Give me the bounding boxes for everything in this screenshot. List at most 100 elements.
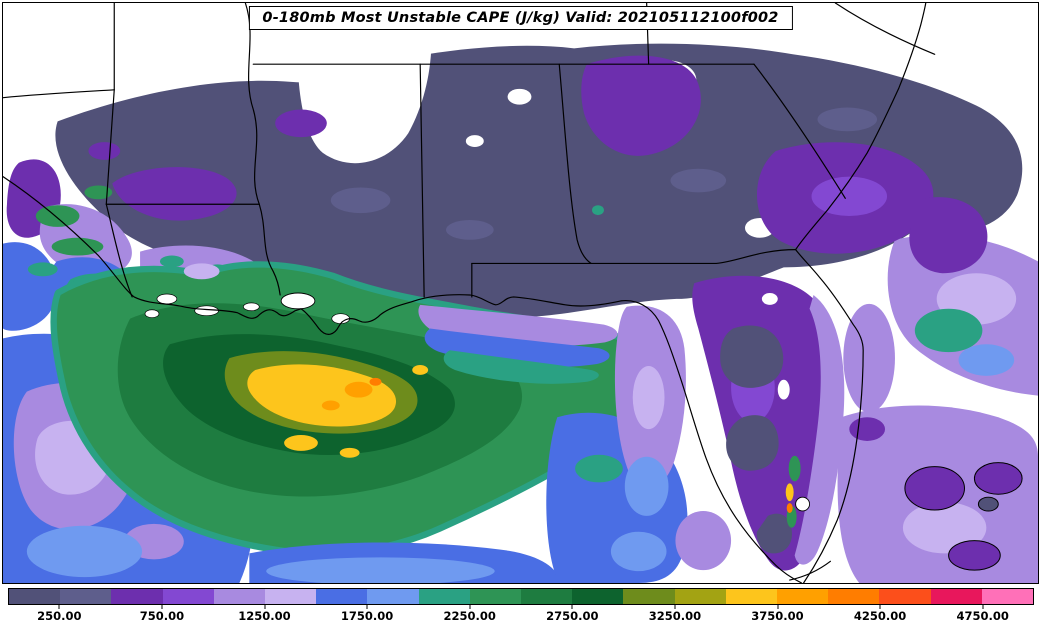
colorbar-segment (162, 589, 214, 604)
colorbar-tick-label: 1250.00 (238, 609, 291, 623)
cape-region (904, 466, 965, 511)
map-white-hole (737, 532, 749, 549)
cape-map-svg (3, 3, 1038, 583)
colorbar-segment (725, 589, 778, 604)
state-border-line (834, 3, 936, 55)
colorbar-segment (265, 589, 317, 604)
cape-region (958, 344, 1015, 376)
marsh-island (194, 305, 219, 317)
marsh-island (144, 309, 160, 319)
cape-region (817, 107, 878, 132)
colorbar-segment (777, 589, 829, 604)
cape-region (902, 502, 987, 554)
cape-region (726, 415, 779, 471)
colorbar-segment (111, 589, 163, 604)
cape-region (624, 456, 669, 516)
state-border-line (419, 63, 425, 298)
cape-region (592, 205, 604, 216)
cape-region (675, 510, 732, 571)
colorbar-segment (213, 589, 266, 604)
cape-region (973, 462, 1023, 495)
colorbar-segment (316, 589, 368, 604)
cape-region (27, 262, 58, 277)
cape-region (581, 55, 701, 156)
map-white-hole (465, 135, 484, 148)
colorbar-segment (879, 589, 931, 604)
cape-region (788, 455, 801, 482)
cape-region (446, 220, 494, 240)
coastline (3, 176, 803, 583)
colorbar-tick (571, 605, 573, 609)
colorbar-segment (60, 589, 112, 604)
state-border-line (105, 89, 115, 205)
state-border-line (105, 203, 133, 298)
cape-region (948, 540, 1001, 571)
cape-region (670, 168, 727, 193)
map-white-hole (297, 3, 432, 164)
map-white-hole (761, 293, 778, 305)
cape-region (159, 255, 184, 268)
cape-region (720, 325, 784, 388)
cape-region (785, 483, 794, 502)
cape-region (369, 377, 382, 386)
colorbar-labels: 250.00 750.00 1250.00 1750.00 2250.00 2750.00… (8, 605, 1034, 629)
map-title: 0-180mb Most Unstable CAPE (J/kg) Valid:… (248, 6, 793, 30)
colorbar-tick (777, 605, 778, 609)
florida-keys (789, 560, 831, 581)
cape-region (51, 237, 104, 256)
colorbar-segment (9, 589, 61, 604)
colorbar-tick-label: 250.00 (37, 609, 82, 623)
state-border-line (558, 63, 592, 264)
cape-region (443, 350, 599, 384)
colorbar-segment (930, 589, 982, 604)
cape-region (330, 187, 391, 214)
colorbar-tick (674, 605, 676, 609)
lake-pontchartrain (280, 292, 316, 310)
cape-region (183, 263, 220, 280)
colorbar-segment (623, 589, 675, 604)
map-white-hole (777, 379, 790, 400)
colorbar-tick-label: 4750.00 (956, 609, 1009, 623)
marsh-island (156, 293, 178, 305)
state-borders (3, 3, 936, 583)
cape-region (811, 176, 888, 217)
marsh-island (243, 302, 260, 312)
colorbar-tick-label: 3250.00 (648, 609, 702, 623)
cape-region (112, 167, 237, 221)
cape-region (843, 303, 895, 413)
state-border-line (3, 89, 115, 99)
colorbar-tick-label: 2250.00 (443, 609, 496, 623)
cape-region (909, 197, 988, 274)
state-border-line (471, 249, 797, 264)
colorbar-tick (469, 605, 471, 609)
colorbar-tick-label: 3750.00 (751, 609, 804, 623)
coastline (795, 3, 927, 583)
colorbar-segment (674, 589, 726, 604)
colorbar-tick-label: 750.00 (139, 609, 185, 623)
cape-region (786, 503, 793, 513)
cape-fill-regions (3, 3, 1038, 583)
colorbar-tick-label: 4250.00 (853, 609, 907, 623)
cape-region (849, 417, 886, 441)
colorbar-strip (8, 588, 1034, 605)
colorbar-tick (58, 605, 60, 609)
colorbar-tick (982, 605, 984, 609)
colorbar-segment (367, 589, 419, 604)
colorbar-segment (828, 589, 880, 604)
cape-region (26, 525, 143, 578)
colorbar-segment (418, 589, 470, 604)
map-white-hole (507, 88, 532, 105)
cape-region (35, 205, 80, 227)
lake-okeechobee (795, 496, 810, 512)
state-border-line (244, 3, 281, 296)
cape-region (284, 435, 318, 451)
cape-region (575, 454, 623, 483)
cape-region (756, 513, 792, 554)
colorbar-segment (981, 589, 1034, 604)
colorbar-tick (161, 605, 163, 609)
cape-region (84, 185, 113, 200)
colorbar-segment (572, 589, 624, 604)
cape-region (344, 381, 373, 398)
cape-region (412, 365, 429, 375)
